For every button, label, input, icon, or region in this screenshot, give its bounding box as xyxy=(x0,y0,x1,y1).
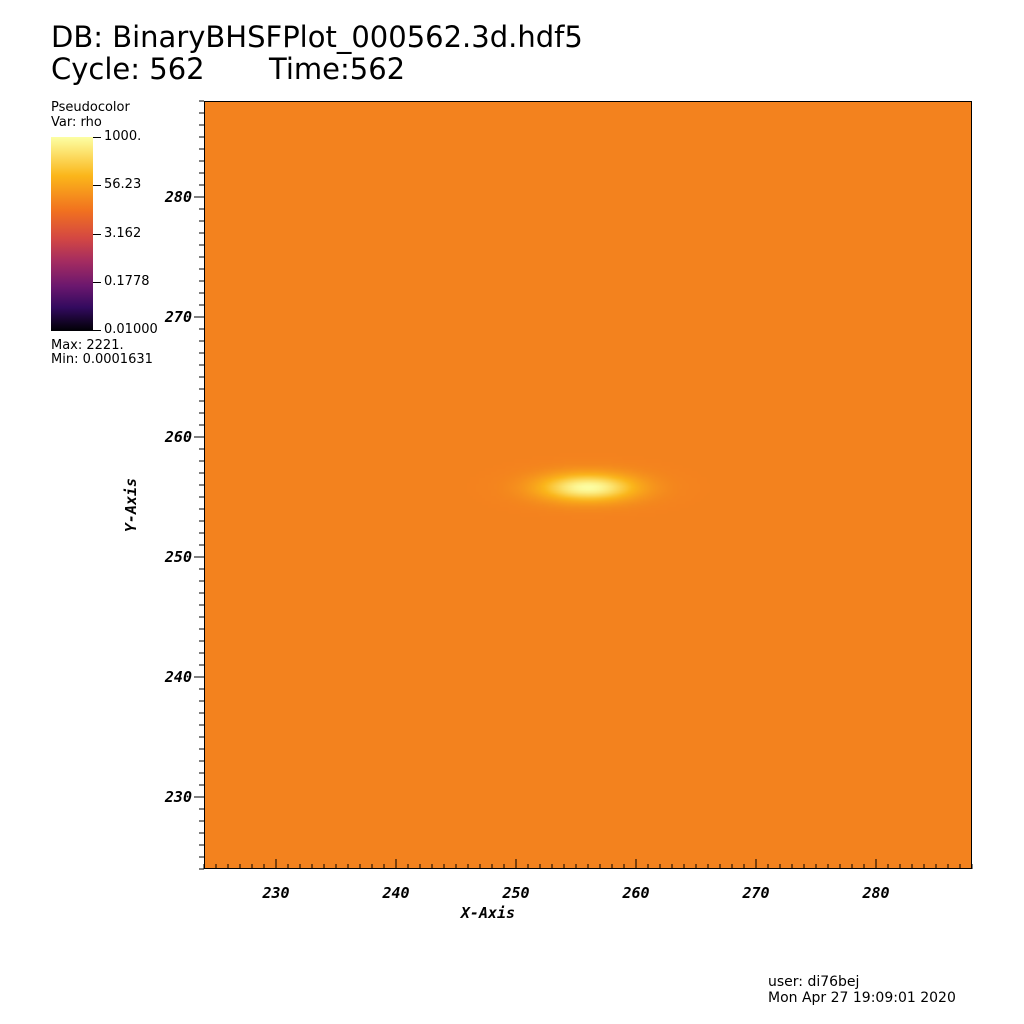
cycle-time-line: Cycle: 562 Time:562 xyxy=(51,54,405,84)
y-tick-label: 230 xyxy=(164,788,192,806)
footer-user: user: di76bej xyxy=(768,974,860,990)
colorbar-tick xyxy=(93,234,101,235)
heatmap-canvas xyxy=(205,102,971,868)
legend-max: Max: 2221. xyxy=(51,338,124,353)
colorbar-tick-label: 1000. xyxy=(104,129,142,144)
colorbar-tick xyxy=(93,330,101,331)
database-title: DB: BinaryBHSFPlot_000562.3d.hdf5 xyxy=(51,20,583,54)
colorbar-tick xyxy=(93,137,101,138)
footer-date: Mon Apr 27 19:09:01 2020 xyxy=(768,990,956,1006)
y-tick-label: 250 xyxy=(164,548,192,566)
x-tick-label: 280 xyxy=(861,884,889,902)
y-tick-label: 270 xyxy=(164,308,192,326)
cycle-label: Cycle: 562 xyxy=(51,52,205,86)
colorbar-tick xyxy=(93,282,101,283)
y-tick-label: 260 xyxy=(164,428,192,446)
heatmap-plot xyxy=(204,101,972,869)
colorbar-tick-label: 56.23 xyxy=(104,177,142,192)
time-label: Time:562 xyxy=(269,52,406,86)
x-tick-label: 270 xyxy=(741,884,769,902)
y-tick-label: 280 xyxy=(164,188,192,206)
x-tick-label: 260 xyxy=(621,884,649,902)
colorbar xyxy=(51,137,93,331)
y-tick-label: 240 xyxy=(164,668,192,686)
colorbar-tick-label: 3.162 xyxy=(104,226,142,241)
colorbar-tick-label: 0.1778 xyxy=(104,274,150,289)
y-axis-title: Y-Axis xyxy=(122,478,140,532)
x-tick-label: 240 xyxy=(381,884,409,902)
x-tick-label: 250 xyxy=(501,884,529,902)
legend-min: Min: 0.0001631 xyxy=(51,352,153,367)
colorbar-tick-label: 0.01000 xyxy=(104,322,158,337)
legend-plot-type: Pseudocolor xyxy=(51,100,130,115)
legend-variable: Var: rho xyxy=(51,115,102,130)
x-axis-title: X-Axis xyxy=(459,904,515,922)
colorbar-tick xyxy=(93,185,101,186)
x-tick-label: 230 xyxy=(261,884,289,902)
